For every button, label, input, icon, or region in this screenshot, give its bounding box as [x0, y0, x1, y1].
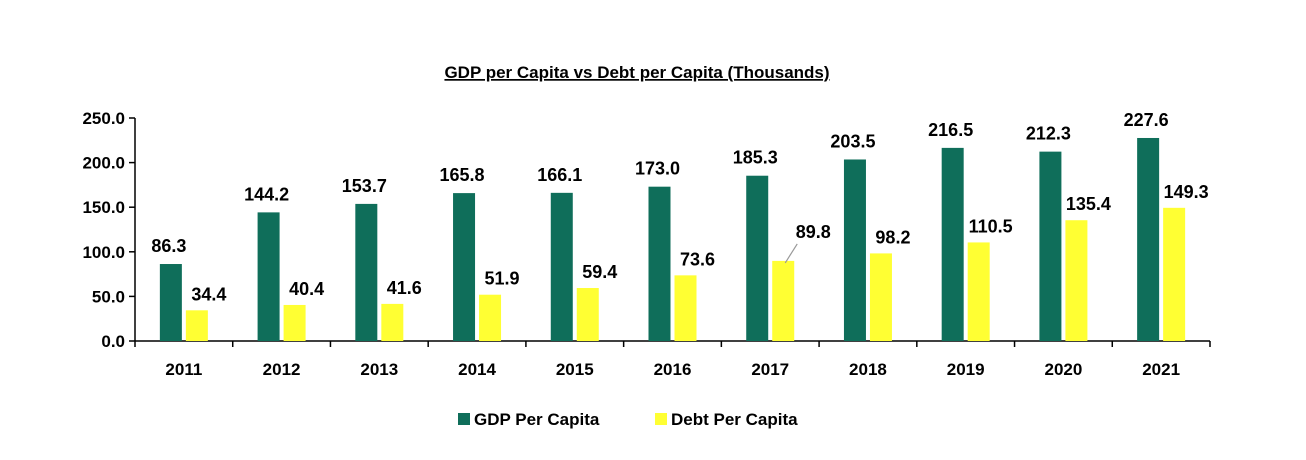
chart-axes [129, 117, 1211, 347]
bar-gdp-per-capita [941, 147, 964, 341]
x-axis-tick-label: 2012 [263, 360, 301, 379]
chart-data-labels: 86.3 34.4 144.2 40.4 153.7 41.6 165.8 51.9 166.1… [151, 110, 1208, 304]
y-axis-tick-labels: 0.0 50.0 100.0 150.0 200.0 250.0 [82, 109, 125, 351]
bar-debt-per-capita [479, 294, 502, 341]
x-axis-tick-label: 2018 [849, 360, 887, 379]
bar-debt-per-capita [283, 304, 306, 341]
data-label-debt: 98.2 [875, 227, 910, 247]
bar-debt-per-capita [1065, 220, 1088, 341]
data-label-gdp: 216.5 [928, 120, 973, 140]
data-label-gdp: 144.2 [244, 184, 289, 204]
chart-legend: GDP Per Capita Debt Per Capita [458, 410, 798, 429]
legend-swatch [655, 413, 667, 425]
leader-line [784, 243, 798, 264]
x-axis-tick-label: 2019 [947, 360, 985, 379]
x-axis-tick-label: 2014 [458, 360, 496, 379]
legend-label: Debt Per Capita [671, 410, 798, 429]
x-axis-tick-label: 2017 [751, 360, 789, 379]
bar-debt-per-capita [869, 253, 892, 341]
y-axis-tick-label: 200.0 [82, 154, 125, 173]
x-axis-tick-labels: 2011 2012 2013 2014 2015 2016 2017 2018 2019 2020… [165, 360, 1180, 379]
bar-gdp-per-capita [1039, 151, 1062, 341]
bar-gdp-per-capita [746, 175, 769, 341]
bar-debt-per-capita [1163, 207, 1186, 341]
data-label-gdp: 166.1 [537, 165, 582, 185]
y-axis-tick-label: 50.0 [92, 287, 125, 306]
x-axis-tick-label: 2013 [360, 360, 398, 379]
bar-debt-per-capita [772, 260, 795, 341]
data-label-debt: 59.4 [582, 262, 617, 282]
y-axis-tick-label: 250.0 [82, 109, 125, 128]
data-label-gdp: 227.6 [1124, 110, 1169, 130]
data-label-gdp: 203.5 [830, 131, 875, 151]
x-axis-tick-label: 2020 [1044, 360, 1082, 379]
x-axis-tick-label: 2011 [165, 360, 202, 379]
data-label-debt: 51.9 [485, 269, 520, 289]
y-axis-tick-label: 0.0 [101, 332, 125, 351]
data-label-debt: 89.8 [796, 222, 831, 242]
legend-label: GDP Per Capita [474, 410, 600, 429]
bar-gdp-per-capita [355, 203, 378, 341]
bar-debt-per-capita [381, 303, 404, 341]
bar-gdp-per-capita [843, 159, 866, 341]
bar-gdp-per-capita [159, 264, 182, 341]
bar-debt-per-capita [674, 275, 697, 341]
data-label-debt: 34.4 [191, 284, 226, 304]
data-label-gdp: 185.3 [733, 148, 778, 168]
bar-debt-per-capita [185, 310, 208, 341]
bar-debt-per-capita [576, 288, 599, 341]
data-label-gdp: 153.7 [342, 176, 387, 196]
bar-gdp-per-capita [648, 186, 671, 341]
data-label-debt: 73.6 [680, 249, 715, 269]
bar-gdp-per-capita [550, 192, 573, 341]
chart-title: GDP per Capita vs Debt per Capita (Thous… [444, 63, 829, 82]
data-label-gdp: 86.3 [151, 236, 186, 256]
data-label-debt: 135.4 [1066, 194, 1111, 214]
data-label-debt: 149.3 [1164, 182, 1209, 202]
data-label-gdp: 165.8 [440, 165, 485, 185]
bar-gdp-per-capita [257, 212, 280, 341]
data-label-gdp: 212.3 [1026, 124, 1071, 144]
data-label-gdp: 173.0 [635, 159, 680, 179]
x-axis-tick-label: 2015 [556, 360, 594, 379]
bar-debt-per-capita [967, 242, 990, 341]
y-axis-tick-label: 150.0 [82, 198, 125, 217]
y-axis-tick-label: 100.0 [82, 243, 125, 262]
x-axis-tick-label: 2016 [654, 360, 692, 379]
data-label-debt: 40.4 [289, 279, 324, 299]
data-label-debt: 41.6 [387, 278, 422, 298]
bar-gdp-per-capita [1137, 137, 1160, 341]
legend-swatch [458, 413, 470, 425]
data-label-debt: 110.5 [969, 216, 1013, 236]
bar-gdp-per-capita [453, 193, 476, 341]
chart-bars [159, 137, 1186, 341]
x-axis-tick-label: 2021 [1142, 360, 1180, 379]
